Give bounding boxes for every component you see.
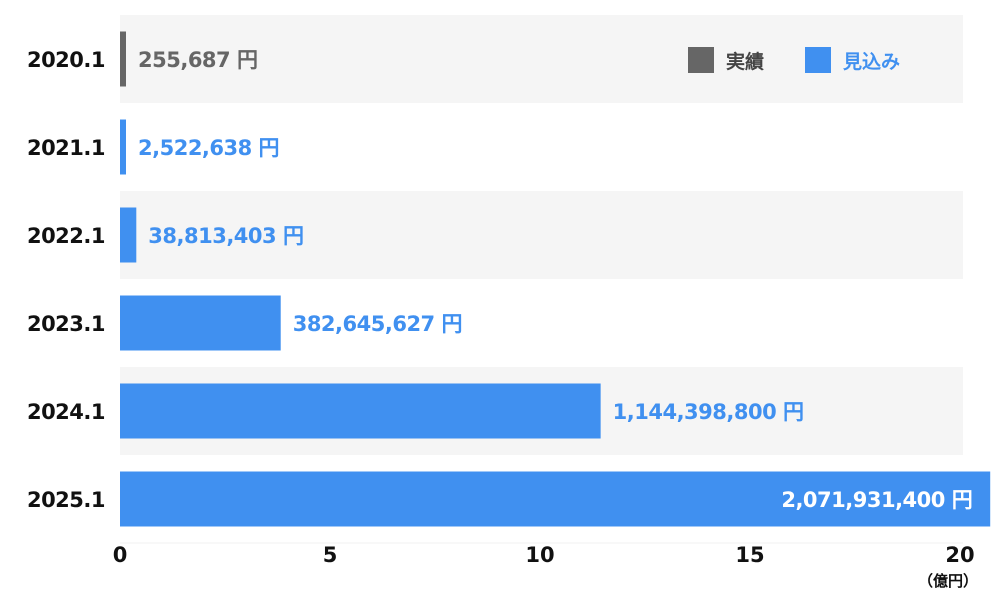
category-labels: 2020.1 2021.1 2022.1 2023.1 2024.1 2025.1 [27, 48, 106, 512]
legend-label: 実績 [726, 50, 764, 73]
legend-swatch [805, 47, 831, 73]
category-label: 2020.1 [27, 48, 105, 72]
value-labels: 255,687 円 2,522,638 円 38,813,403 円 382,645,… [138, 48, 973, 512]
category-label: 2022.1 [27, 224, 105, 248]
x-tick-label: 15 [735, 543, 764, 567]
row-bands [120, 15, 963, 543]
bar-2024.1 [120, 383, 601, 439]
bars [120, 31, 991, 527]
bar-2022.1 [120, 207, 137, 263]
category-label: 2021.1 [27, 136, 105, 160]
value-label: 1,144,398,800 円 [613, 400, 804, 424]
value-label: 255,687 円 [138, 48, 257, 72]
value-label: 2,071,931,400 円 [781, 488, 972, 512]
x-tick-label: 5 [323, 543, 338, 567]
value-label: 382,645,627 円 [293, 312, 462, 336]
row-band [120, 191, 963, 279]
x-tick-label: 20 [945, 543, 974, 567]
value-label: 2,522,638 円 [138, 136, 279, 160]
legend-label: 見込み [843, 51, 900, 73]
x-axis: 0 5 10 15 20 [113, 542, 975, 567]
value-label: 38,813,403 円 [148, 224, 303, 248]
x-tick-label: 10 [525, 543, 554, 567]
legend-swatch [688, 47, 714, 73]
category-label: 2025.1 [27, 488, 105, 512]
bar-2021.1 [120, 119, 126, 175]
bar-2020.1 [120, 31, 126, 87]
bar-2023.1 [120, 295, 281, 351]
legend: 実績 見込み [688, 47, 900, 73]
x-tick-label: 0 [113, 543, 128, 567]
x-axis-unit-label: （億円） [918, 572, 978, 590]
category-label: 2024.1 [27, 400, 105, 424]
bar-2025.1 [120, 471, 991, 527]
category-label: 2023.1 [27, 312, 105, 336]
row-band [120, 103, 963, 191]
